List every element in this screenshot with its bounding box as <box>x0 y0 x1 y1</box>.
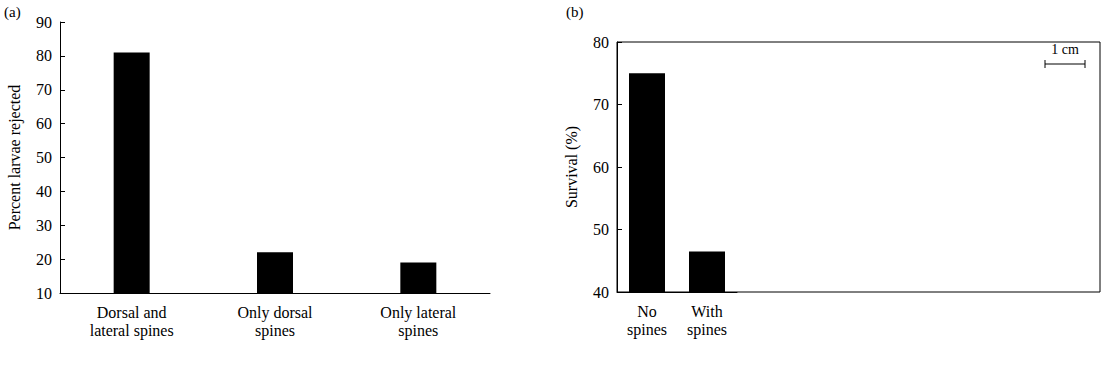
svg-text:Only dorsal: Only dorsal <box>237 304 313 322</box>
svg-text:60: 60 <box>36 115 52 132</box>
svg-text:20: 20 <box>36 251 52 268</box>
svg-text:80: 80 <box>36 47 52 64</box>
svg-text:60: 60 <box>593 159 609 176</box>
svg-text:90: 90 <box>36 14 52 31</box>
svg-text:spines: spines <box>255 322 295 340</box>
svg-text:(a): (a) <box>4 4 21 21</box>
svg-text:70: 70 <box>36 81 52 98</box>
svg-text:Percent larvae rejected: Percent larvae rejected <box>6 85 24 231</box>
svg-text:Survival (%): Survival (%) <box>563 126 581 208</box>
svg-text:With: With <box>691 303 722 320</box>
svg-text:40: 40 <box>36 183 52 200</box>
svg-text:No: No <box>637 303 657 320</box>
svg-text:(b): (b) <box>566 4 584 21</box>
svg-text:30: 30 <box>36 217 52 234</box>
svg-text:spines: spines <box>627 321 667 339</box>
svg-text:50: 50 <box>36 149 52 166</box>
svg-text:spines: spines <box>398 322 438 340</box>
svg-text:50: 50 <box>593 221 609 238</box>
svg-text:40: 40 <box>593 284 609 301</box>
svg-text:Dorsal and: Dorsal and <box>97 304 167 321</box>
svg-text:Only lateral: Only lateral <box>380 304 457 322</box>
svg-text:80: 80 <box>593 34 609 51</box>
svg-text:70: 70 <box>593 96 609 113</box>
svg-text:1 cm: 1 cm <box>1051 42 1079 57</box>
svg-text:10: 10 <box>36 285 52 302</box>
svg-text:spines: spines <box>687 321 727 339</box>
svg-text:lateral spines: lateral spines <box>90 322 174 340</box>
